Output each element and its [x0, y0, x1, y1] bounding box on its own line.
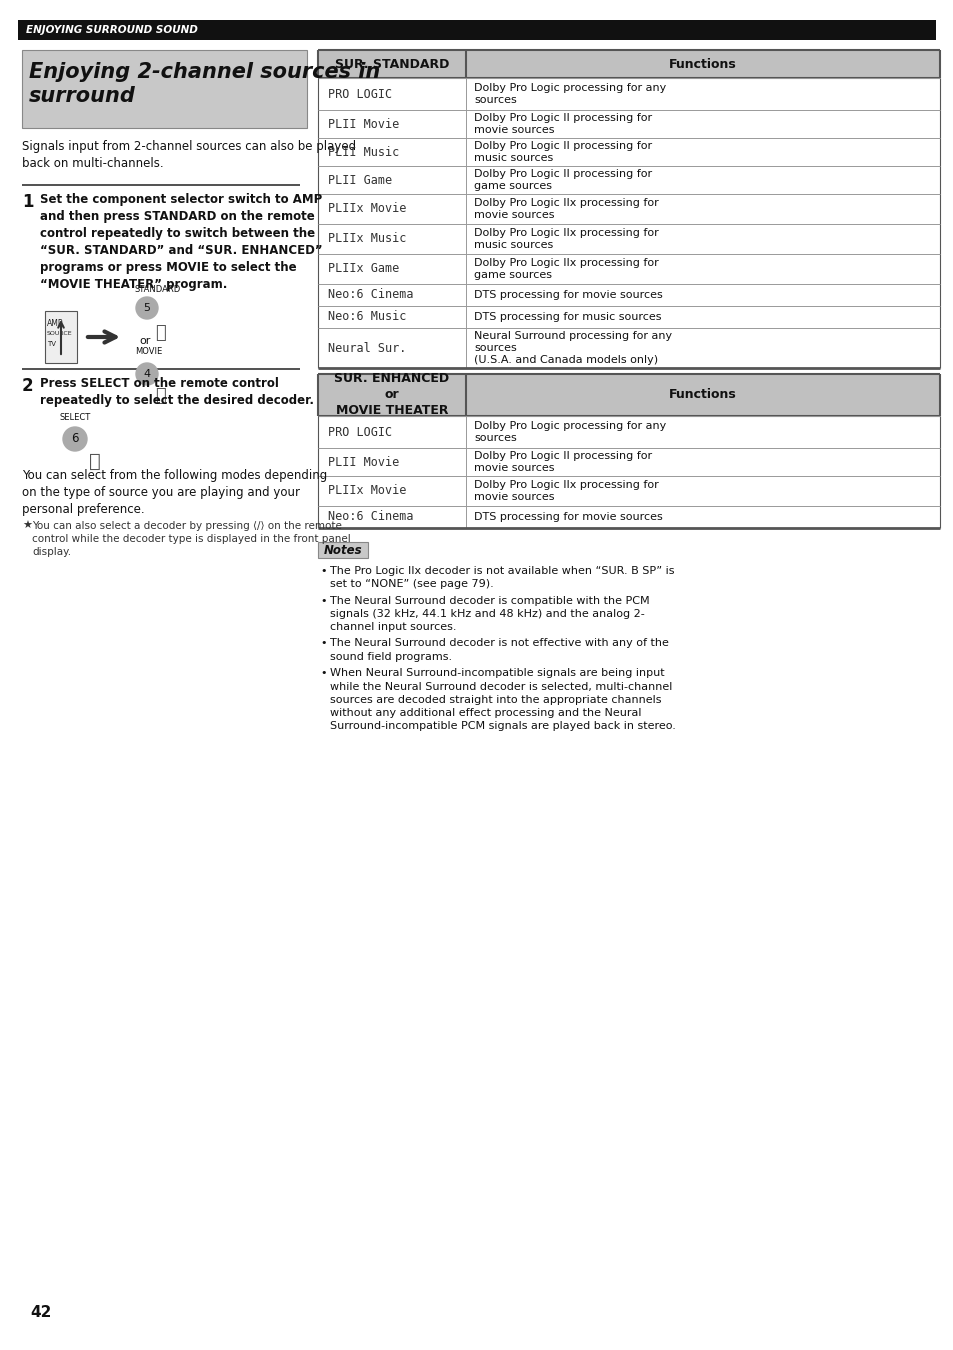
Bar: [18, 20, 935, 40]
Text: Enjoying 2-channel sources in
surround: Enjoying 2-channel sources in surround: [29, 62, 380, 107]
Text: TV: TV: [47, 342, 56, 347]
Text: MOVIE: MOVIE: [135, 347, 162, 356]
Text: 4: 4: [143, 369, 151, 379]
Text: 1: 1: [22, 193, 33, 211]
Text: 2: 2: [22, 377, 33, 396]
Text: SUR. STANDARD: SUR. STANDARD: [335, 58, 449, 70]
Text: PLII Movie: PLII Movie: [328, 117, 399, 131]
Text: Neo:6 Cinema: Neo:6 Cinema: [328, 510, 413, 524]
Text: PLIIx Movie: PLIIx Movie: [328, 202, 406, 216]
Text: PRO LOGIC: PRO LOGIC: [328, 88, 392, 100]
Circle shape: [63, 427, 87, 451]
Text: PRO LOGIC: PRO LOGIC: [328, 425, 392, 439]
Text: •: •: [319, 566, 326, 576]
Text: SELECT: SELECT: [59, 413, 91, 423]
Text: ✋: ✋: [89, 452, 101, 471]
Text: or: or: [139, 336, 151, 346]
Text: DTS processing for movie sources: DTS processing for movie sources: [474, 290, 662, 300]
Text: Dolby Pro Logic II processing for
game sources: Dolby Pro Logic II processing for game s…: [474, 169, 652, 192]
Text: PLIIx Game: PLIIx Game: [328, 262, 399, 275]
Text: Dolby Pro Logic processing for any
sources: Dolby Pro Logic processing for any sourc…: [474, 421, 665, 443]
Text: Set the component selector switch to AMP
and then press STANDARD on the remote
c: Set the component selector switch to AMP…: [40, 193, 322, 292]
Text: You can select from the following modes depending
on the type of source you are : You can select from the following modes …: [22, 468, 327, 516]
Text: Dolby Pro Logic II processing for
movie sources: Dolby Pro Logic II processing for movie …: [474, 451, 652, 474]
Text: PLIIx Movie: PLIIx Movie: [328, 485, 406, 498]
Text: PLII Music: PLII Music: [328, 146, 399, 158]
Text: Dolby Pro Logic II processing for
music sources: Dolby Pro Logic II processing for music …: [474, 140, 652, 163]
Circle shape: [136, 363, 158, 385]
Text: 6: 6: [71, 432, 79, 446]
Text: Signals input from 2-channel sources can also be played
back on multi-channels.: Signals input from 2-channel sources can…: [22, 140, 355, 170]
Text: DTS processing for movie sources: DTS processing for movie sources: [474, 512, 662, 522]
Text: PLII Movie: PLII Movie: [328, 455, 399, 468]
Text: Dolby Pro Logic IIx processing for
movie sources: Dolby Pro Logic IIx processing for movie…: [474, 198, 659, 220]
Text: •: •: [319, 668, 326, 679]
Text: STANDARD: STANDARD: [135, 285, 181, 294]
Text: ENJOYING SURROUND SOUND: ENJOYING SURROUND SOUND: [26, 26, 197, 35]
Text: Notes: Notes: [323, 544, 362, 556]
Text: Neo:6 Music: Neo:6 Music: [328, 310, 406, 324]
Text: ★: ★: [22, 521, 32, 531]
Text: 42: 42: [30, 1305, 51, 1320]
Bar: [317, 374, 939, 416]
Text: •: •: [319, 639, 326, 648]
Text: ✋: ✋: [154, 324, 166, 342]
Text: SOURCE: SOURCE: [47, 331, 72, 336]
Text: SUR. ENHANCED
or
MOVIE THEATER: SUR. ENHANCED or MOVIE THEATER: [335, 373, 449, 417]
Text: Dolby Pro Logic processing for any
sources: Dolby Pro Logic processing for any sourc…: [474, 82, 665, 105]
Bar: [22, 50, 307, 128]
Text: PLIIx Music: PLIIx Music: [328, 232, 406, 246]
Text: The Neural Surround decoder is compatible with the PCM
signals (32 kHz, 44.1 kHz: The Neural Surround decoder is compatibl…: [330, 595, 649, 632]
Bar: [45, 310, 77, 363]
Text: PLII Game: PLII Game: [328, 174, 392, 186]
Text: •: •: [319, 595, 326, 606]
Text: The Pro Logic IIx decoder is not available when “SUR. B SP” is
set to “NONE” (se: The Pro Logic IIx decoder is not availab…: [330, 566, 674, 589]
Bar: [317, 541, 368, 558]
Text: Functions: Functions: [668, 389, 736, 401]
Bar: [317, 50, 939, 78]
Text: DTS processing for music sources: DTS processing for music sources: [474, 312, 660, 323]
Text: Dolby Pro Logic II processing for
movie sources: Dolby Pro Logic II processing for movie …: [474, 113, 652, 135]
Text: Press SELECT on the remote control
repeatedly to select the desired decoder.: Press SELECT on the remote control repea…: [40, 377, 314, 406]
Text: ✋: ✋: [154, 387, 166, 405]
Text: Neural Sur.: Neural Sur.: [328, 342, 406, 355]
Text: Dolby Pro Logic IIx processing for
movie sources: Dolby Pro Logic IIx processing for movie…: [474, 479, 659, 502]
Text: The Neural Surround decoder is not effective with any of the
sound field program: The Neural Surround decoder is not effec…: [330, 639, 668, 662]
Text: When Neural Surround-incompatible signals are being input
while the Neural Surro: When Neural Surround-incompatible signal…: [330, 668, 675, 732]
Text: You can also select a decoder by pressing ⟨/⟩ on the remote
control while the de: You can also select a decoder by pressin…: [32, 521, 351, 556]
Text: Functions: Functions: [668, 58, 736, 70]
Text: Neural Surround processing for any
sources
(U.S.A. and Canada models only): Neural Surround processing for any sourc…: [474, 331, 672, 366]
Text: Neo:6 Cinema: Neo:6 Cinema: [328, 289, 413, 301]
Text: Dolby Pro Logic IIx processing for
game sources: Dolby Pro Logic IIx processing for game …: [474, 258, 659, 281]
Text: Dolby Pro Logic IIx processing for
music sources: Dolby Pro Logic IIx processing for music…: [474, 228, 659, 250]
Text: 5: 5: [143, 302, 151, 313]
Circle shape: [136, 297, 158, 319]
Text: AMP: AMP: [47, 319, 64, 328]
